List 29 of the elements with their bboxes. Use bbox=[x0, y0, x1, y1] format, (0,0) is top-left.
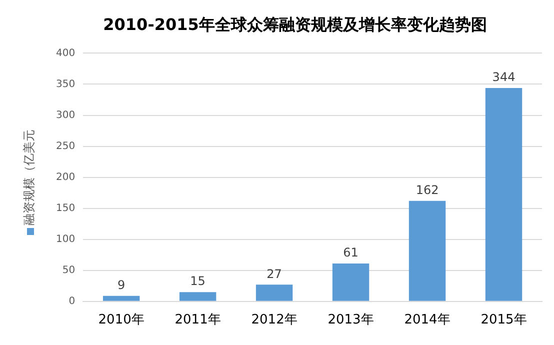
x-tick-label: 2014年 bbox=[404, 312, 450, 328]
bar bbox=[408, 200, 446, 301]
bar bbox=[485, 88, 522, 301]
y-tick-label: 400 bbox=[56, 48, 76, 59]
y-tick-label: 350 bbox=[56, 78, 76, 90]
y-tick-label: 50 bbox=[62, 264, 76, 276]
data-label: 27 bbox=[266, 266, 282, 281]
bar bbox=[179, 292, 216, 301]
y-tick-label: 200 bbox=[56, 172, 76, 183]
bar bbox=[102, 296, 140, 301]
data-label: 15 bbox=[190, 274, 206, 288]
y-axis-title: 融资规模（亿美元 bbox=[22, 129, 36, 226]
bar bbox=[256, 284, 293, 301]
data-label: 162 bbox=[416, 183, 439, 198]
y-tick-label: 0 bbox=[68, 296, 76, 307]
bar bbox=[332, 264, 370, 301]
x-tick-label: 2013年 bbox=[328, 312, 374, 328]
x-tick-label: 2012年 bbox=[251, 312, 298, 328]
y-tick-label: 150 bbox=[56, 202, 76, 214]
chart-title: 2010-2015年全球众筹融资规模及增长率变化趋势图 bbox=[103, 14, 487, 34]
y-tick-label: 100 bbox=[56, 234, 76, 245]
y-tick-label: 300 bbox=[56, 110, 76, 121]
data-label: 9 bbox=[118, 278, 126, 292]
x-tick-label: 2015年 bbox=[480, 312, 527, 328]
data-label: 344 bbox=[492, 70, 516, 84]
x-tick-label: 2011年 bbox=[174, 312, 221, 328]
x-tick-label: 2010年 bbox=[98, 312, 144, 328]
data-label: 61 bbox=[343, 246, 358, 260]
y-tick-label: 250 bbox=[56, 140, 76, 152]
